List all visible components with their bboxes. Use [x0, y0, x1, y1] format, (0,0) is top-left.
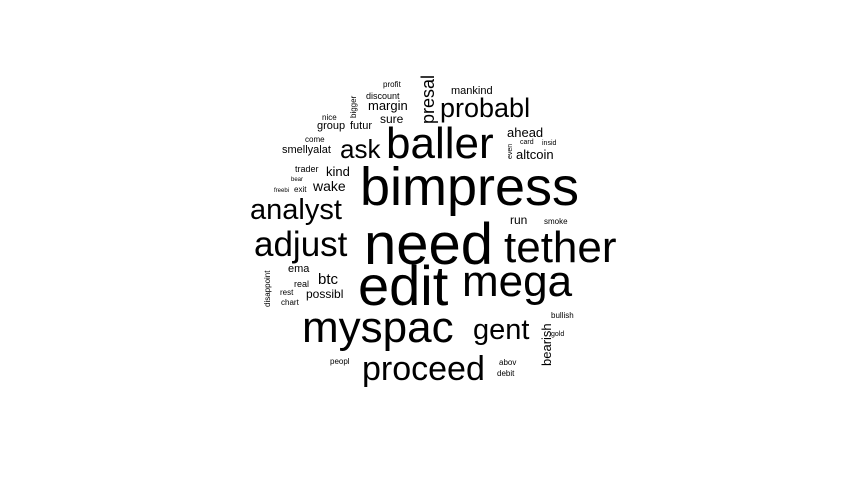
- word-ema: ema: [288, 263, 310, 275]
- word-card: card: [520, 139, 534, 146]
- word-proceed: proceed: [362, 350, 485, 388]
- word-futur: futur: [350, 120, 373, 132]
- word-possibl: possibl: [306, 287, 344, 301]
- word-trader: trader: [295, 164, 319, 174]
- word-bigger: bigger: [349, 95, 358, 118]
- word-sure: sure: [380, 112, 404, 126]
- word-profit: profit: [383, 80, 401, 89]
- word-smellyalat: smellyalat: [282, 144, 331, 156]
- word-need: need: [364, 212, 494, 277]
- word-disappoint: disappoint: [263, 270, 272, 307]
- word-real: real: [294, 279, 310, 289]
- word-peopl: peopl: [330, 357, 350, 366]
- word-probabl: probabl: [440, 93, 531, 123]
- word-run: run: [510, 213, 528, 227]
- word-gold: gold: [551, 331, 565, 338]
- word-gent: gent: [473, 314, 530, 346]
- word-wake: wake: [313, 178, 346, 194]
- word-group: group: [317, 120, 346, 132]
- word-exit: exit: [294, 185, 307, 194]
- word-tether: tether: [504, 223, 617, 272]
- word-come: come: [305, 135, 325, 144]
- word-insid: insid: [542, 140, 557, 147]
- word-debit: debit: [497, 369, 515, 378]
- word-ahead: ahead: [507, 125, 544, 140]
- word-baller: baller: [386, 119, 494, 168]
- word-smoke: smoke: [544, 217, 568, 226]
- word-mankind: mankind: [451, 85, 493, 97]
- word-altcoin: altcoin: [516, 147, 554, 162]
- word-bullish: bullish: [551, 311, 574, 320]
- word-chart: chart: [281, 298, 299, 307]
- word-abov: abov: [499, 358, 517, 367]
- word-btc: btc: [318, 271, 339, 288]
- word-margin: margin: [368, 98, 408, 113]
- word-myspac: myspac: [302, 303, 454, 352]
- word-freebi: freebi: [274, 188, 290, 194]
- word-bimpress: bimpress: [360, 157, 580, 217]
- word-rest: rest: [280, 288, 294, 297]
- word-edit: edit: [358, 254, 449, 317]
- word-nice: nice: [322, 113, 337, 122]
- word-analyst: analyst: [250, 194, 342, 226]
- word-presal: presal: [418, 74, 438, 124]
- word-bearish: bearish: [539, 323, 554, 366]
- word-mega: mega: [462, 257, 573, 306]
- word-adjust: adjust: [254, 225, 348, 264]
- word-ask: ask: [340, 134, 381, 164]
- word-even: even: [507, 143, 514, 159]
- word-bear: bear: [291, 177, 304, 183]
- word-kind: kind: [326, 164, 350, 179]
- word-discount: discount: [366, 91, 400, 101]
